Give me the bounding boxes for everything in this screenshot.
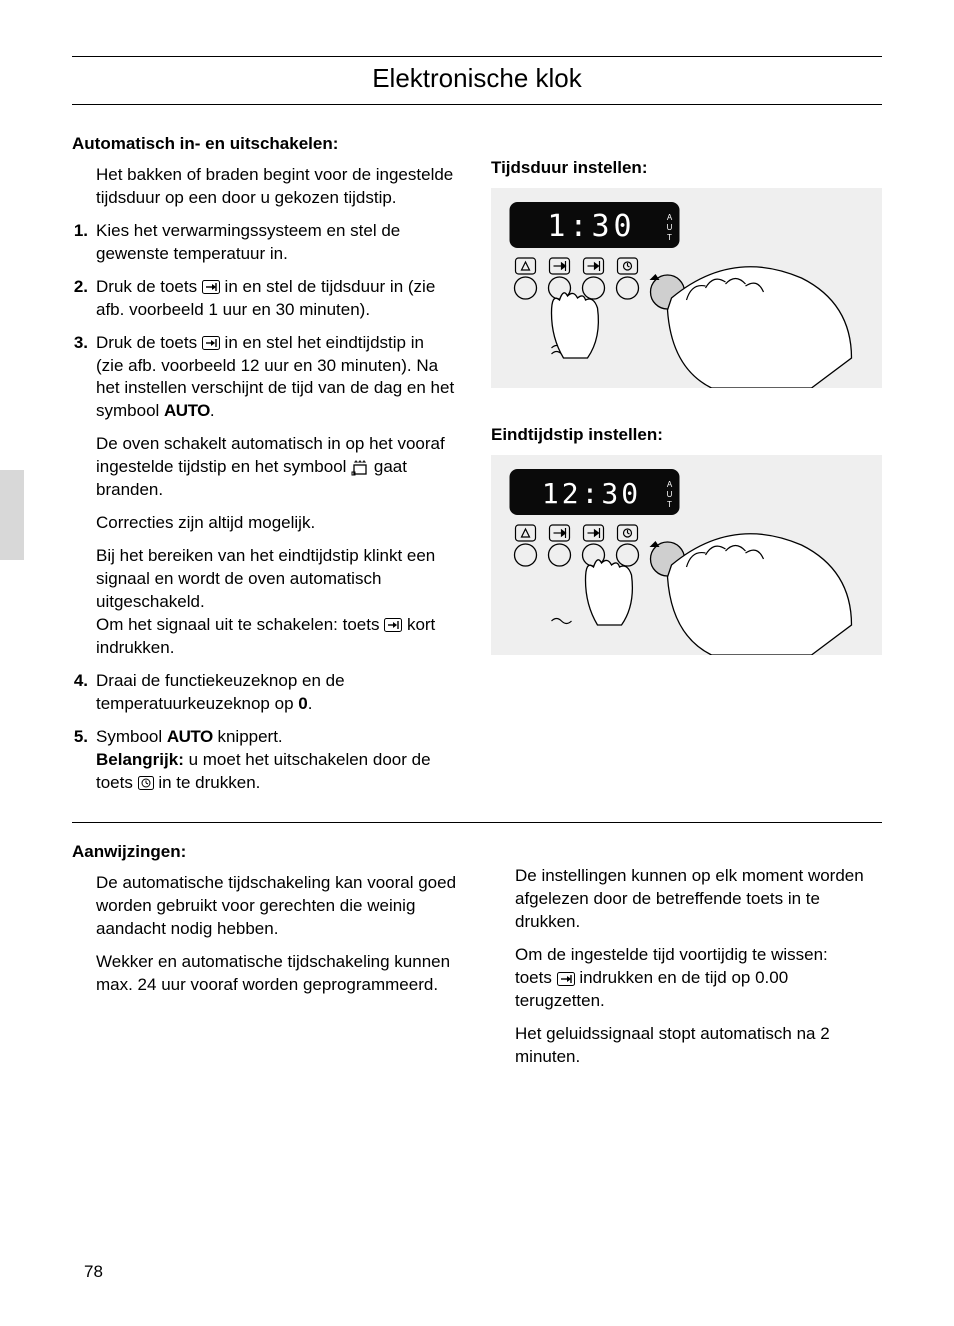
right-column: Tijdsduur instellen: 1:30 A U T — [491, 129, 882, 804]
step-number: 3. — [72, 332, 88, 660]
display-text: 1:30 — [547, 209, 635, 244]
oven-heat-icon — [351, 460, 369, 476]
endtime-key-icon — [202, 336, 220, 350]
step-number: 5. — [72, 726, 88, 795]
page-title: Elektronische klok — [72, 56, 882, 105]
auto-symbol: AUTO — [167, 727, 213, 746]
page-side-tab — [0, 470, 24, 560]
note-text: Het geluidssignaal stopt automatisch na … — [515, 1023, 882, 1069]
svg-text:A: A — [667, 213, 673, 222]
step-2: 2. Druk de toets in en stel de tijdsduur… — [72, 276, 463, 322]
svg-text:T: T — [667, 233, 672, 242]
page-number: 78 — [84, 1262, 103, 1282]
notes-left: Aanwijzingen: De automatische tijdschake… — [72, 837, 463, 1079]
display-text: 12:30 — [542, 477, 641, 510]
step-number: 2. — [72, 276, 88, 322]
notes-right: De instellingen kunnen op elk moment wor… — [491, 837, 882, 1079]
note-text: Om de ingestelde tijd voortijdig te wiss… — [515, 944, 882, 1013]
svg-text:U: U — [667, 490, 673, 499]
step-number: 1. — [72, 220, 88, 266]
heading-endtime: Eindtijdstip instellen: — [491, 424, 882, 447]
auto-symbol: AUTO — [164, 401, 210, 420]
intro-paragraph: Het bakken of braden begint voor de inge… — [96, 164, 463, 210]
heading-duration: Tijdsduur instellen: — [491, 157, 882, 180]
step-text: Druk de toets in en stel de tijdsduur in… — [96, 276, 463, 322]
svg-text:T: T — [667, 500, 672, 509]
step-3: 3. Druk de toets in en stel het eindtijd… — [72, 332, 463, 660]
section-divider — [72, 822, 882, 823]
note-text: Wekker en automatische tijdschakeling ku… — [96, 951, 463, 997]
heading-auto-on-off: Automatisch in- en uitschakelen: — [72, 133, 463, 156]
duration-key-icon — [557, 972, 575, 986]
step-1: 1. Kies het verwarmingssysteem en stel d… — [72, 220, 463, 266]
main-columns: Automatisch in- en uitschakelen: Het bak… — [72, 129, 882, 804]
duration-key-icon — [202, 280, 220, 294]
steps-list: 1. Kies het verwarmingssysteem en stel d… — [72, 220, 463, 795]
left-column: Automatisch in- en uitschakelen: Het bak… — [72, 129, 463, 804]
step-4: 4. Draai de functiekeuzeknop en de tempe… — [72, 670, 463, 716]
heading-notes: Aanwijzingen: — [72, 841, 463, 864]
note-text: De instellingen kunnen op elk moment wor… — [515, 865, 882, 934]
svg-text:U: U — [667, 223, 673, 232]
step-number: 4. — [72, 670, 88, 716]
figure-endtime: 12:30 A U T — [491, 455, 882, 655]
notes-columns: Aanwijzingen: De automatische tijdschake… — [72, 837, 882, 1079]
step-text: Symbool AUTO knippert. Belangrijk: u moe… — [96, 726, 463, 795]
step-text: Druk de toets in en stel het eindtijdsti… — [96, 332, 463, 660]
figure-duration: 1:30 A U T — [491, 188, 882, 388]
endtime-key-icon — [384, 618, 402, 632]
svg-text:A: A — [667, 480, 673, 489]
clock-key-icon — [138, 776, 154, 790]
step-text: Kies het verwarmingssysteem en stel de g… — [96, 220, 463, 266]
note-text: De automatische tijdschakeling kan voora… — [96, 872, 463, 941]
step-text: Draai de functiekeuzeknop en de temperat… — [96, 670, 463, 716]
step-5: 5. Symbool AUTO knippert. Belangrijk: u … — [72, 726, 463, 795]
